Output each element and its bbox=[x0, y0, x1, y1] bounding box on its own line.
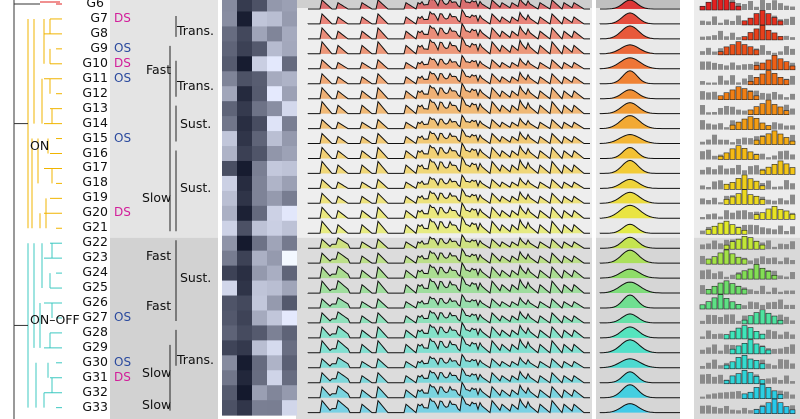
os-tag: OS bbox=[114, 354, 132, 369]
category-trans-3: Trans. bbox=[177, 352, 215, 367]
group-label: G26 bbox=[82, 294, 108, 309]
category-slow-2: Slow bbox=[142, 365, 172, 380]
category-fast-3: Fast bbox=[146, 298, 172, 313]
super-cluster-on: ON bbox=[30, 138, 50, 153]
category-sust-2: Sust. bbox=[180, 180, 212, 195]
group-label: G22 bbox=[82, 234, 108, 250]
group-label: G16 bbox=[82, 144, 108, 160]
group-label: G28 bbox=[82, 323, 108, 339]
group-label: G27 bbox=[82, 308, 108, 324]
group-label: G9 bbox=[90, 39, 108, 55]
category-fast-1: Fast bbox=[146, 62, 172, 77]
group-label: G13 bbox=[82, 99, 108, 115]
os-tag: OS bbox=[114, 309, 132, 324]
group-label: G10 bbox=[82, 54, 108, 70]
group-label: G32 bbox=[82, 383, 108, 399]
group-label: G14 bbox=[82, 114, 108, 130]
group-label: G8 bbox=[90, 24, 108, 40]
group-label: G18 bbox=[82, 174, 108, 190]
heatmap bbox=[222, 0, 297, 416]
os-tag: OS bbox=[114, 70, 132, 85]
histograms bbox=[699, 0, 796, 414]
category-sust-1: Sust. bbox=[180, 116, 212, 131]
dendrogram bbox=[13, 0, 177, 419]
group-label: G17 bbox=[82, 159, 108, 175]
category-fast-2: Fast bbox=[146, 248, 172, 263]
ds-tag: DS bbox=[114, 369, 131, 384]
category-sust-3: Sust. bbox=[180, 270, 212, 285]
group-label: G20 bbox=[82, 204, 108, 220]
group-label: G12 bbox=[82, 84, 108, 100]
group-label: G23 bbox=[82, 249, 108, 265]
group-label: G33 bbox=[82, 398, 108, 414]
group-label: G21 bbox=[82, 219, 108, 235]
category-slow-3: Slow bbox=[142, 397, 172, 412]
group-label: G30 bbox=[82, 353, 108, 369]
group-label: G7 bbox=[90, 9, 108, 25]
category-trans-2: Trans. bbox=[177, 78, 215, 93]
super-cluster-on-off: ON–OFF bbox=[30, 312, 80, 327]
ds-tag: DS bbox=[114, 55, 131, 70]
group-label: G15 bbox=[82, 129, 108, 145]
os-tag: OS bbox=[114, 130, 132, 145]
group-label: G19 bbox=[82, 189, 108, 205]
group-label: G11 bbox=[82, 69, 108, 85]
group-label: G24 bbox=[82, 264, 108, 280]
group-label: G6 bbox=[86, 0, 104, 10]
response-traces bbox=[307, 0, 590, 414]
ds-tag: DS bbox=[114, 10, 131, 25]
group-label: G29 bbox=[82, 338, 108, 354]
tuning-curves bbox=[599, 0, 680, 414]
category-slow-1: Slow bbox=[142, 190, 172, 205]
group-label: G31 bbox=[82, 368, 108, 384]
group-label: G25 bbox=[82, 279, 108, 295]
os-tag: OS bbox=[114, 40, 132, 55]
category-trans-1: Trans. bbox=[177, 23, 215, 38]
ds-tag: DS bbox=[114, 205, 131, 220]
